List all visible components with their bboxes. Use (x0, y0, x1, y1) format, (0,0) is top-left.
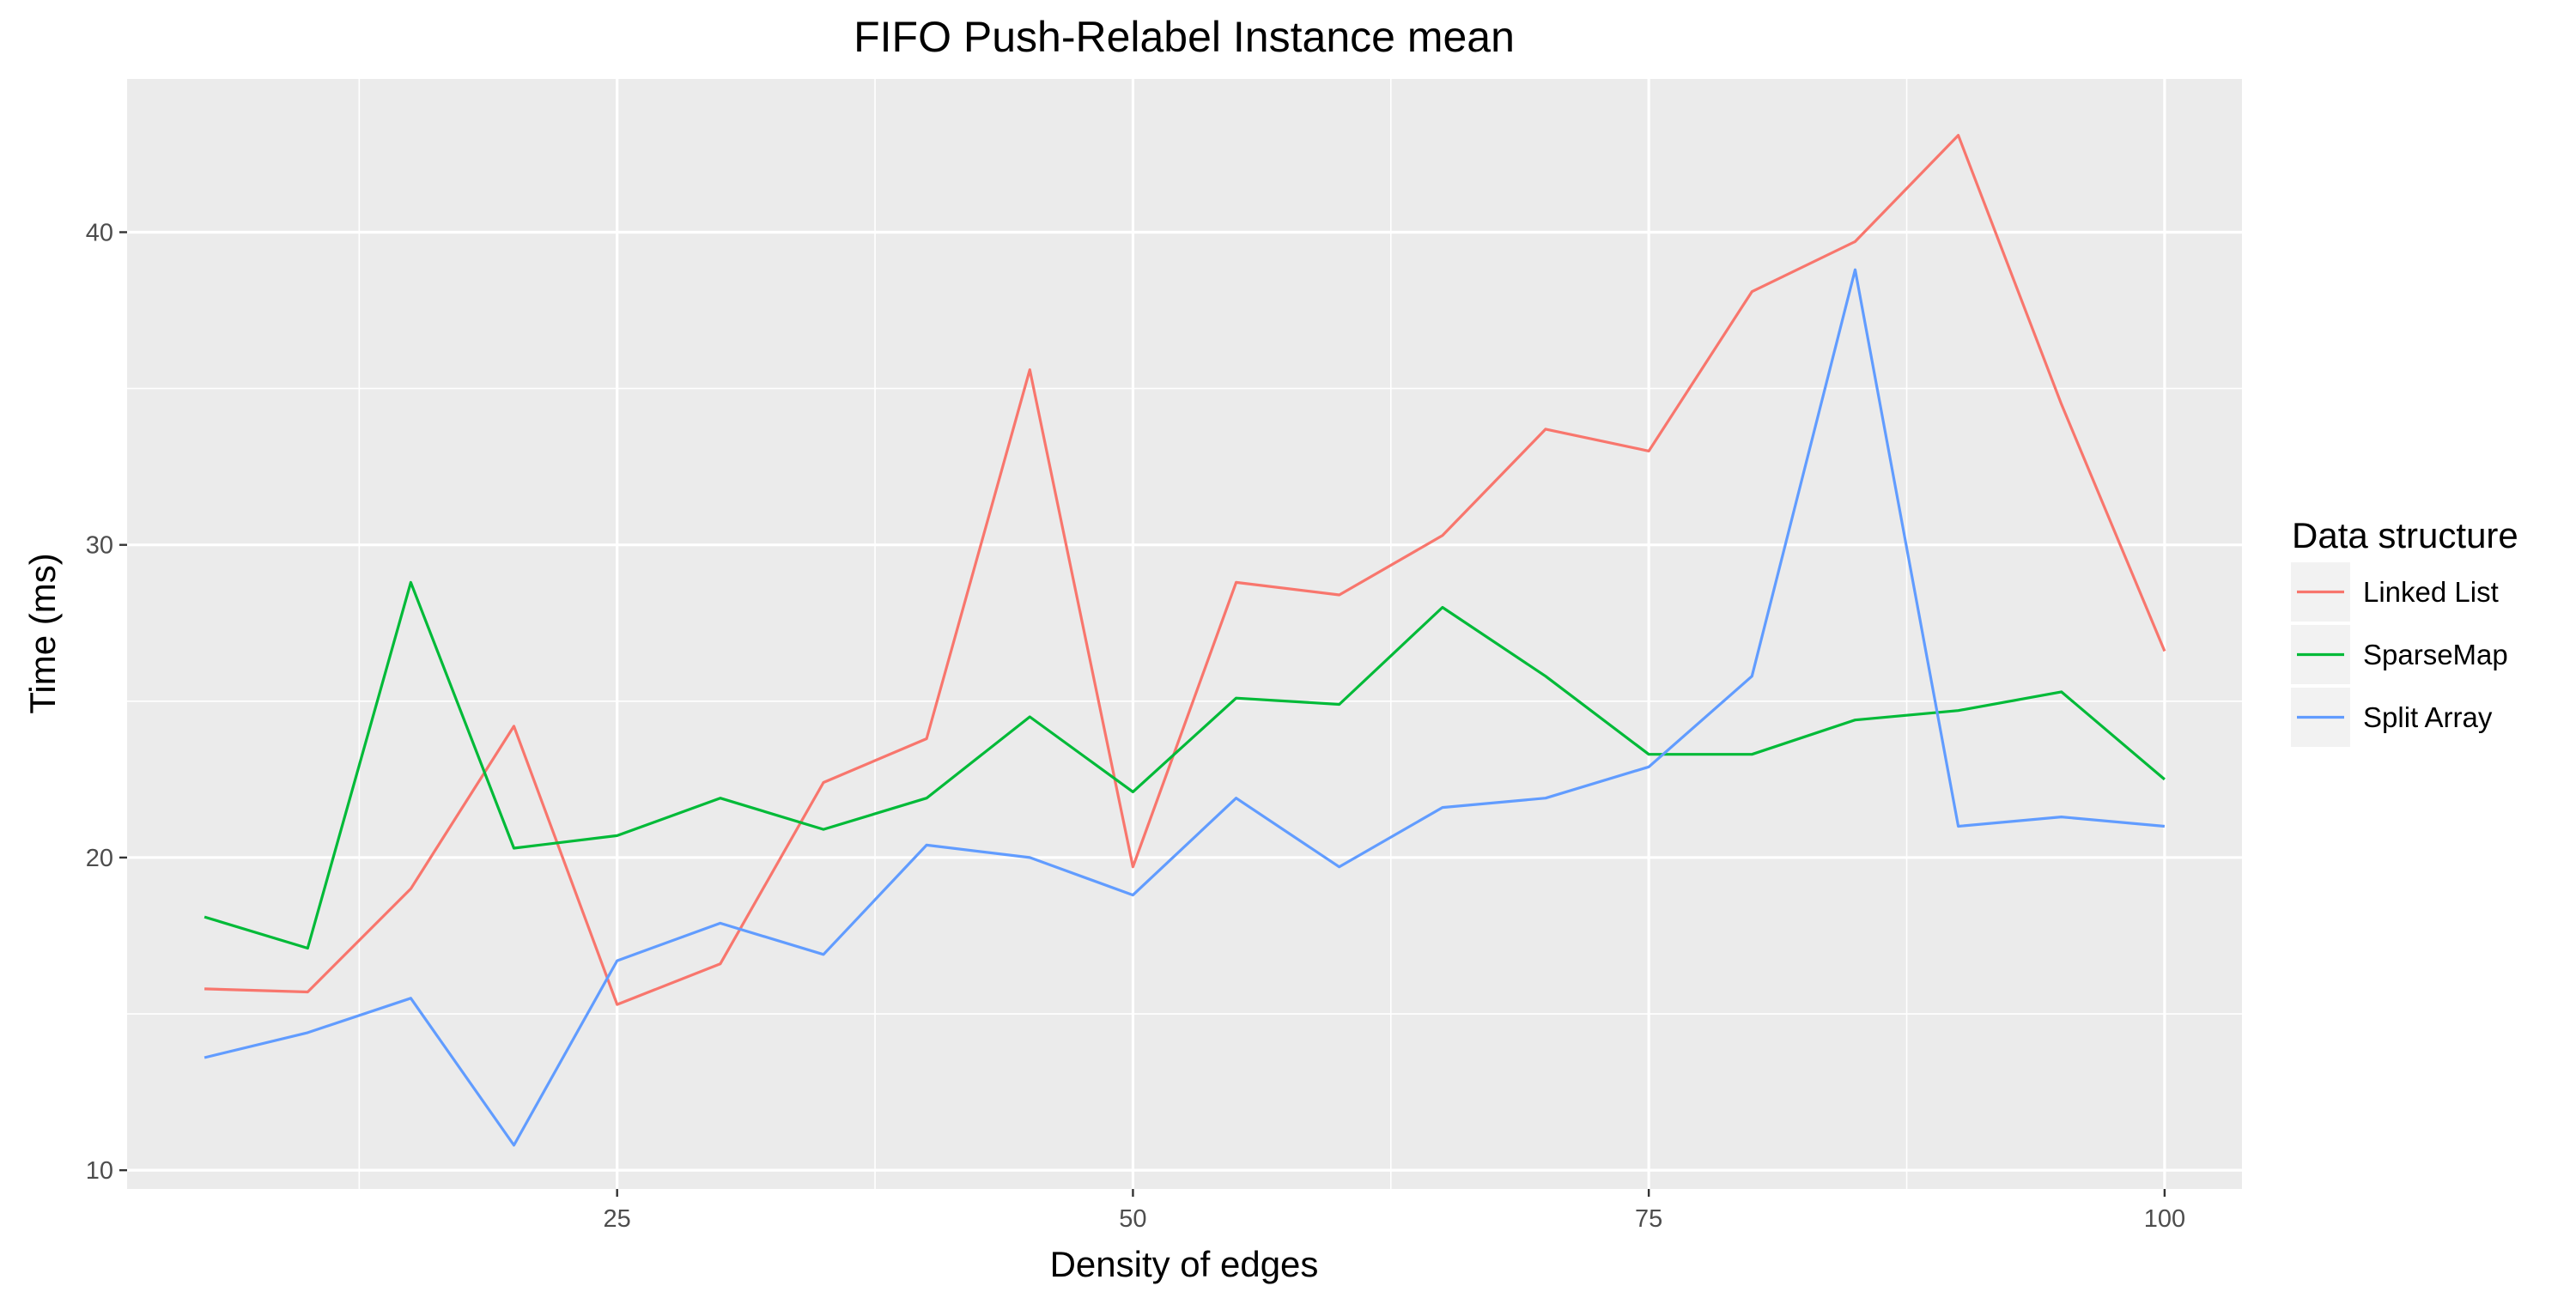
plot-panel (127, 79, 2242, 1189)
series-layer (204, 134, 2166, 1147)
x-tick-label: 100 (2144, 1205, 2185, 1233)
series-line-linked-list (204, 134, 2166, 1006)
x-axis-title: Density of edges (1050, 1244, 1319, 1284)
y-tick-label: 10 (86, 1157, 113, 1185)
series-line-sparsemap (204, 580, 2166, 950)
legend-label-linked-list: Linked List (2363, 576, 2499, 608)
grid-major (127, 79, 2242, 1189)
y-tick-label: 30 (86, 532, 113, 560)
series-line-split-array (204, 268, 2166, 1147)
x-tick-label: 50 (1119, 1205, 1146, 1233)
legend: Data structure Linked List SparseMap Split… (2291, 515, 2518, 747)
y-axis: 10 20 30 40 (86, 219, 127, 1185)
y-tick-label: 40 (86, 219, 113, 246)
y-axis-title: Time (ms) (22, 553, 63, 713)
x-tick-label: 25 (604, 1205, 631, 1233)
x-axis: 25 50 75 100 (604, 1189, 2185, 1233)
x-tick-label: 75 (1635, 1205, 1662, 1233)
legend-title: Data structure (2292, 515, 2518, 555)
grid-minor (127, 79, 2242, 1189)
legend-items: Linked List SparseMap Split Array (2291, 562, 2508, 747)
chart-title: FIFO Push-Relabel Instance mean (854, 13, 1515, 61)
legend-label-sparsemap: SparseMap (2363, 639, 2508, 670)
y-tick-label: 20 (86, 845, 113, 872)
legend-label-split-array: Split Array (2363, 701, 2493, 733)
